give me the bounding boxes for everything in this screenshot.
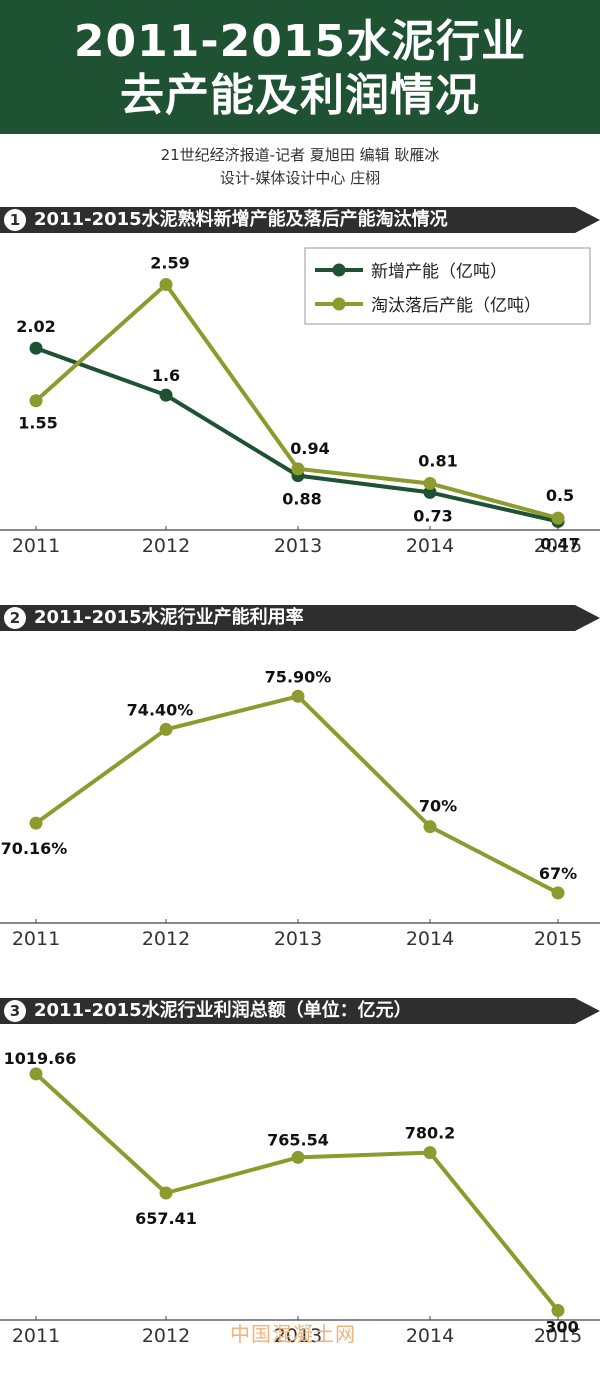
x-tick-label: 2013 [274,535,322,557]
legend-label: 淘汰落后产能（亿吨） [371,296,541,316]
data-label: 0.47 [540,534,579,553]
series-line [34,1072,560,1312]
data-label: 70% [419,797,457,816]
data-point [29,1067,43,1081]
data-label: 1.55 [18,414,57,433]
watermark: 中国混凝土网 [230,1322,356,1346]
x-tick-label: 2013 [274,1325,322,1347]
x-tick-label: 2012 [142,928,190,950]
section-number-badge: 2 [4,607,26,629]
section-title: 2011-2015水泥行业利润总额（单位：亿元） [34,1000,412,1021]
series-line [34,694,559,895]
section-bar-bg [0,998,600,1024]
data-label: 0.5 [546,486,574,505]
data-point [291,462,305,476]
data-label: 300 [545,1318,578,1337]
data-label: 0.81 [418,451,457,470]
x-tick-label: 2013 [274,928,322,950]
x-tick-label: 2014 [406,928,454,950]
credits-line2: 设计-媒体设计中心 庄栩 [219,169,381,187]
data-point [29,394,43,408]
section-2-header: 2 2011-2015水泥行业产能利用率 [0,605,600,631]
data-label: 67% [539,864,577,883]
data-label: 765.54 [267,1130,329,1149]
x-tick-label: 2015 [534,928,582,950]
section-number-badge: 1 [4,209,26,231]
section-title: 2011-2015水泥行业产能利用率 [34,607,304,628]
section-bar-bg [0,207,600,233]
data-label: 2.02 [16,317,55,336]
page-title-line1: 2011-2015水泥行业 [73,16,527,67]
data-label: 75.90% [265,667,332,686]
data-point [423,1146,437,1160]
data-point [159,277,173,291]
data-label: 74.40% [127,700,194,719]
x-tick-label: 2011 [12,928,60,950]
data-label: 1.6 [152,366,180,385]
data-label: 0.94 [290,439,329,458]
data-point [29,341,43,355]
data-label: 657.41 [135,1209,197,1228]
x-tick-label: 2012 [142,1325,190,1347]
data-point [423,476,437,490]
section-number-badge: 3 [4,1000,26,1022]
data-point [551,1304,565,1318]
data-label: 0.88 [282,490,321,509]
section-1-header: 1 2011-2015水泥熟料新增产能及落后产能淘汰情况 [0,207,600,233]
x-tick-label: 2011 [12,1325,60,1347]
chart-utilization: 2011 2012 2013 2014 2015 70.16% 74.40% 75.90% 70… [0,667,600,950]
data-point [291,1150,305,1164]
data-point [551,886,565,900]
header-banner: 2011-2015水泥行业 去产能及利润情况 [0,0,600,134]
page-title-line2: 去产能及利润情况 [120,70,480,121]
data-point [423,820,437,834]
section-title: 2011-2015水泥熟料新增产能及落后产能淘汰情况 [34,209,448,230]
section-3-header: 3 2011-2015水泥行业利润总额（单位：亿元） [0,998,600,1024]
x-tick-label: 2011 [12,535,60,557]
data-point [291,689,305,703]
data-label: 1019.66 [4,1049,77,1068]
chart-profit: 2011 2012 2013 2014 2015 1019.66 657.41 765.54 7… [0,1049,600,1347]
legend-box [304,247,591,325]
chart-capacity: 2011 2012 2013 2014 2015 2.02 1.6 0.88 0.73 0.47 1… [0,247,600,557]
data-point [423,485,437,499]
legend-swatch-dot [332,263,346,277]
x-tick-label: 2014 [406,1325,454,1347]
x-tick-label: 2015 [534,535,582,557]
data-label: 0.73 [413,506,452,525]
data-label: 70.16% [1,839,68,858]
legend-swatch-dot [332,297,346,311]
x-tick-label: 2012 [142,535,190,557]
data-point [551,511,565,525]
section-bar-bg [0,605,600,631]
x-tick-label: 2014 [406,535,454,557]
data-point [29,816,43,830]
legend-label: 新增产能（亿吨） [371,262,507,282]
data-point [159,1186,173,1200]
credits-line1: 21世纪经济报道-记者 夏旭田 编辑 耿雁冰 [160,146,440,164]
data-label: 780.2 [405,1124,456,1143]
x-tick-label: 2015 [534,1325,582,1347]
data-point [159,722,173,736]
data-point [159,388,173,402]
data-label: 2.59 [150,253,189,272]
